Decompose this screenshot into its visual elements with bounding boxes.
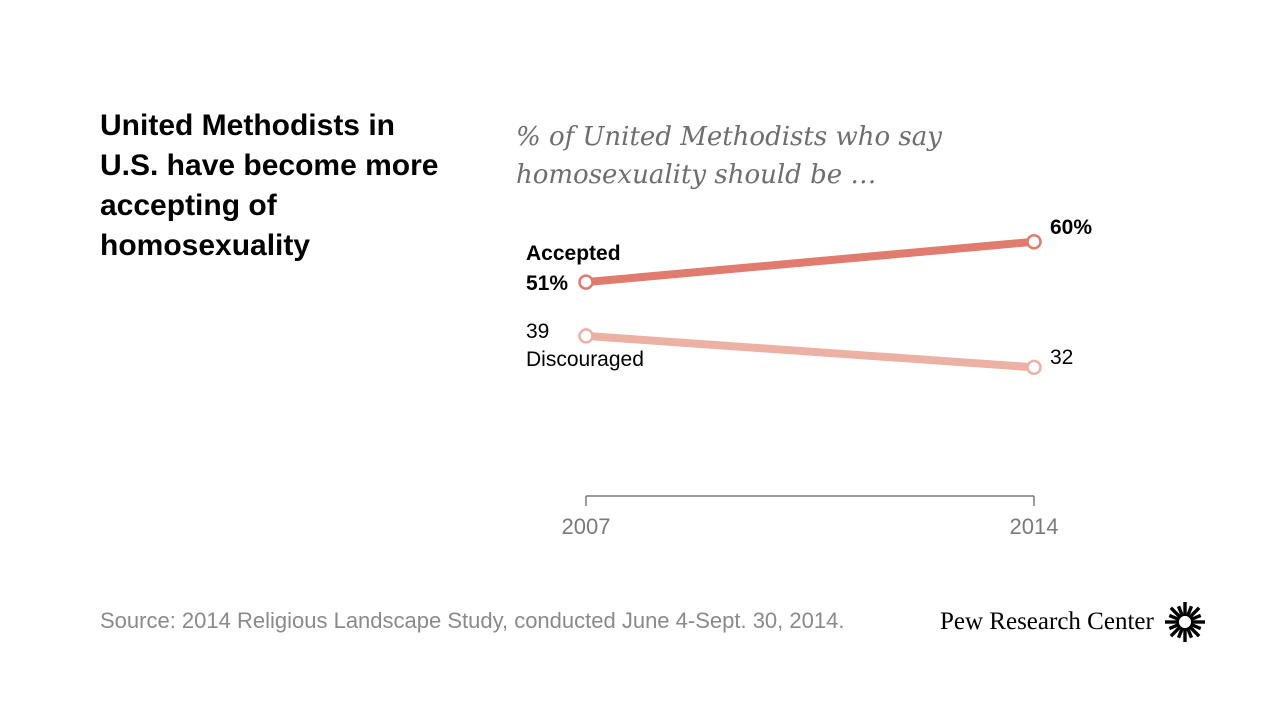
source-note: Source: 2014 Religious Landscape Study, … [100,608,845,633]
series-line-discouraged [585,331,1035,372]
data-point-discouraged-2014 [1026,359,1042,376]
x-tick-label-2007: 2007 [562,514,611,539]
data-label-accepted-2014: 60% [1050,216,1092,239]
series-name-discouraged: Discouraged [526,348,644,371]
x-tick-label-2014: 2014 [1010,514,1059,539]
data-label-discouraged-2014: 32 [1050,346,1073,369]
sunburst-ray [1168,622,1180,631]
data-label-discouraged-2007: 39 [526,320,549,343]
pew-logo: Pew Research Center [940,600,1206,644]
logo-text: Pew Research Center [940,608,1154,635]
chart-subtitle: % of United Methodists who say homosexua… [516,122,942,190]
sunburst-ray [1189,613,1202,622]
data-point-discouraged-2007 [578,328,594,344]
sunburst-ray [1169,625,1182,638]
pew-sunburst-icon [1164,602,1205,642]
sunburst-ray [1185,605,1193,618]
data-point-accepted-2014 [1026,233,1042,250]
sunburst-ray [1176,626,1185,639]
sunburst-ray [1187,606,1201,619]
data-point-accepted-2007 [578,274,594,290]
sunburst-ray [1187,625,1201,638]
slope-chart: 2007 2014 Accepted 51% 60% 39 Discourage… [526,216,1092,539]
sunburst-ray [1176,605,1185,618]
series-name-accepted: Accepted [526,242,621,265]
sunburst-ray [1168,613,1180,622]
sunburst-ray [1169,606,1182,619]
headline: United Methodists in U.S. have become mo… [100,109,439,262]
sunburst-ray [1185,626,1193,639]
sunburst-ray [1189,622,1202,631]
series-line-accepted [585,237,1035,287]
data-label-accepted-2007: 51% [526,272,568,295]
